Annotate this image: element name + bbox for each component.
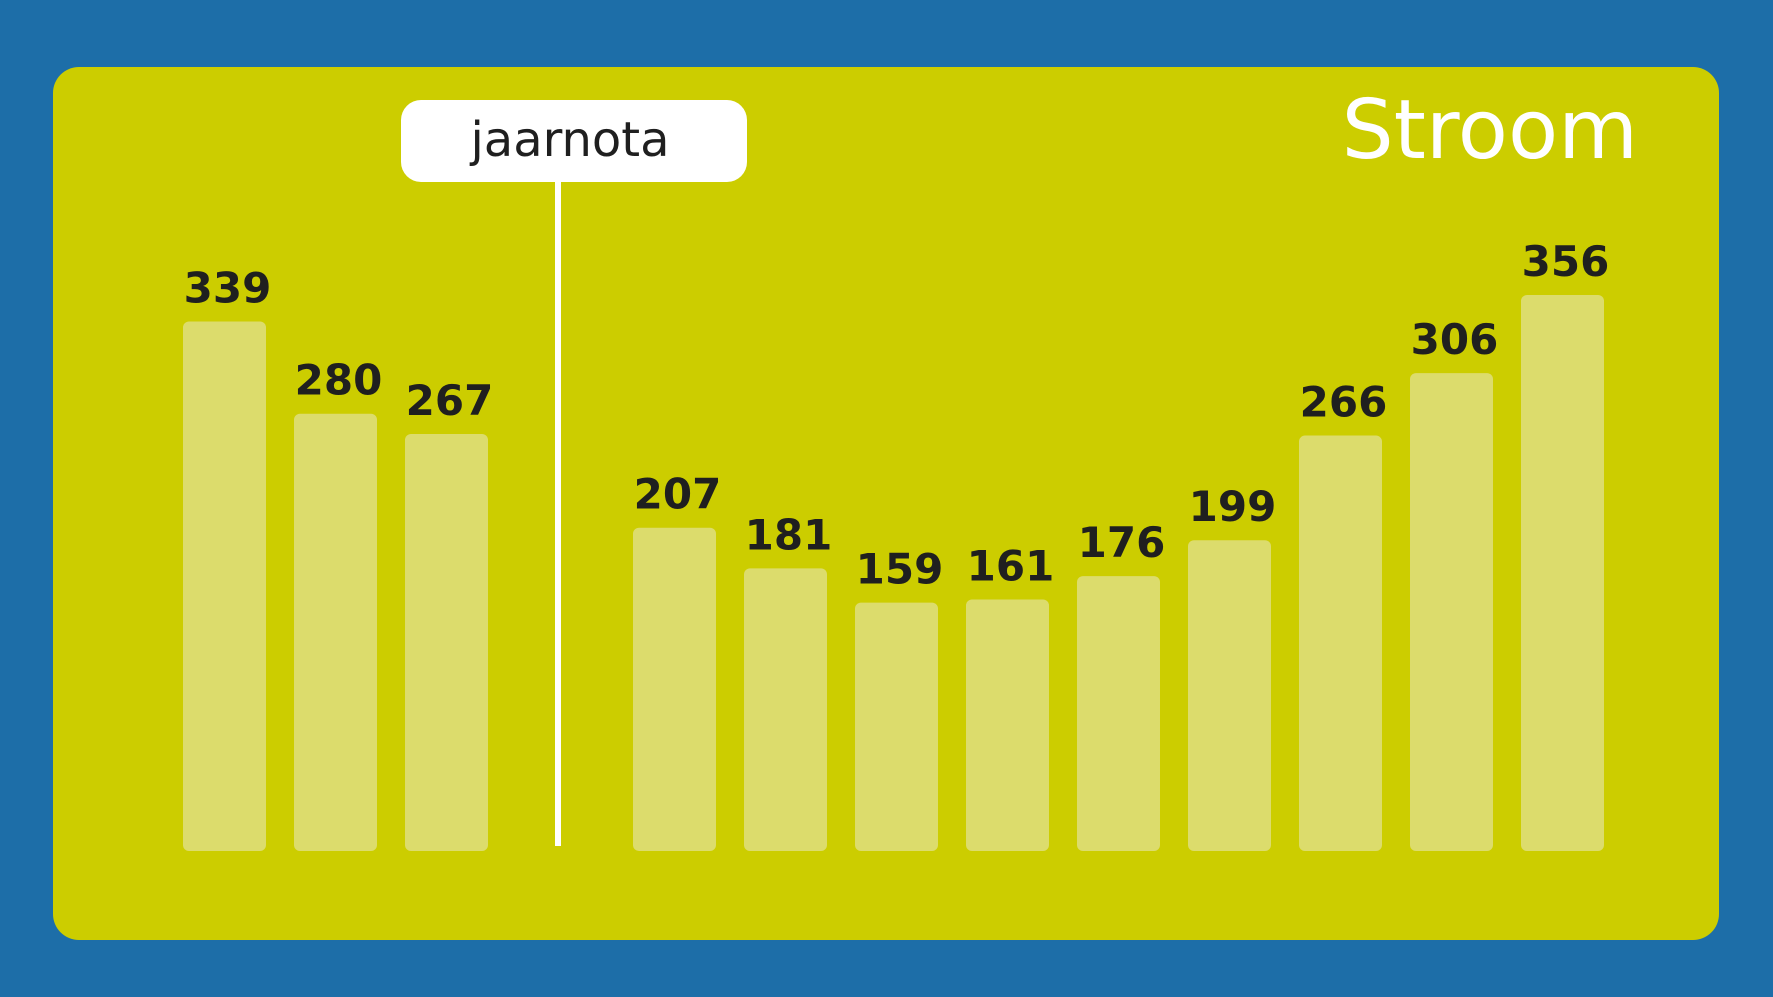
value-label-1: 339 (184, 264, 272, 313)
bars-group (183, 295, 1604, 852)
chart-title: Stroom (1342, 83, 1638, 178)
value-label-12: 356 (1522, 237, 1610, 286)
value-label-5: 181 (745, 510, 833, 559)
bar-1 (183, 321, 266, 852)
bar-3 (405, 434, 488, 851)
value-label-8: 176 (1078, 518, 1166, 567)
value-label-9: 199 (1189, 482, 1277, 531)
bar-9 (1188, 540, 1271, 851)
jaarnota-marker-label: jaarnota (469, 112, 669, 168)
value-label-7: 161 (967, 542, 1055, 591)
value-label-6: 159 (856, 545, 944, 594)
value-label-10: 266 (1300, 378, 1388, 427)
bar-11 (1410, 373, 1493, 851)
bar-2 (294, 413, 377, 851)
bar-12 (1521, 295, 1604, 851)
value-label-4: 207 (634, 470, 722, 519)
bar-10 (1299, 435, 1382, 851)
bar-7 (966, 599, 1049, 851)
value-label-3: 267 (406, 376, 494, 425)
bar-4 (633, 527, 716, 851)
bar-6 (855, 602, 938, 851)
bar-5 (744, 568, 827, 851)
value-labels-group: 339 280 267 207 181 159 161 176 199 266 306 356 (184, 237, 1610, 594)
bar-8 (1077, 576, 1160, 851)
value-label-2: 280 (295, 356, 383, 405)
value-label-11: 306 (1411, 315, 1499, 364)
jaarnota-marker-box (401, 100, 747, 182)
